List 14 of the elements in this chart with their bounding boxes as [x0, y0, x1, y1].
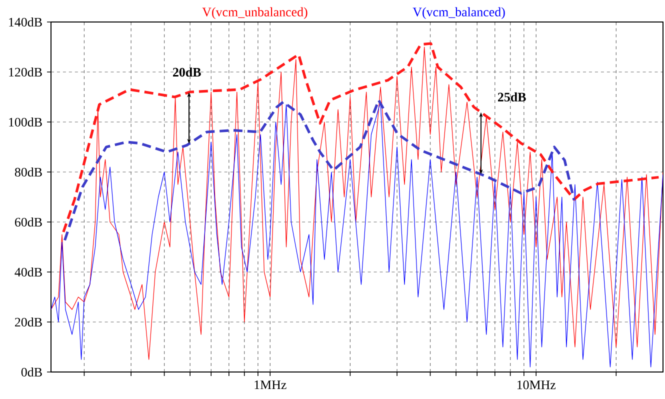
x-tick-label: 1MHz — [254, 380, 286, 390]
annotation: 25dB — [498, 92, 526, 102]
y-tick-label: 40dB — [14, 267, 42, 277]
y-tick-label: 80dB — [14, 167, 42, 177]
x-tick-label: 10MHz — [517, 380, 556, 390]
y-tick-label: 140dB — [9, 17, 42, 27]
text: V(vcm_unbalanced) — [202, 7, 308, 20]
y-tick-label: 0dB — [21, 367, 42, 377]
y-tick-label: 20dB — [15, 317, 42, 327]
y-tick-label: 120dB — [9, 67, 42, 77]
y-tick-label: 60dB — [15, 217, 42, 227]
text: V(vcm_balanced) — [412, 7, 505, 20]
annotation: 20dB — [173, 67, 201, 77]
y-tick-label: 100dB — [9, 117, 42, 127]
